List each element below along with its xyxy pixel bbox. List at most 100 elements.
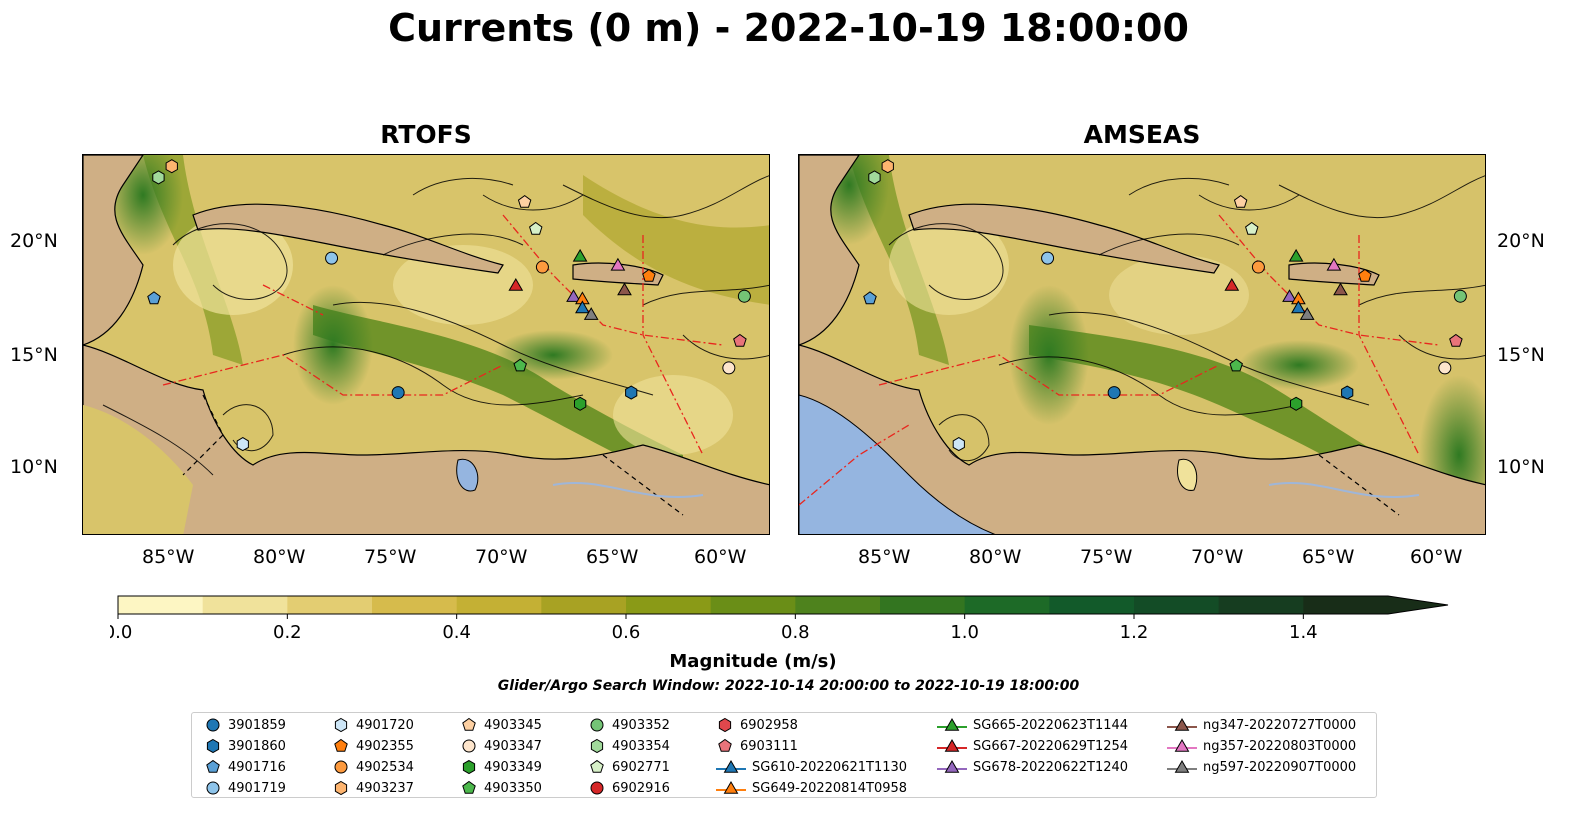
- colorbar-tick-label: 0.8: [781, 622, 810, 643]
- platform-marker-4901719: [325, 251, 339, 265]
- legend-label: 4903347: [484, 738, 542, 754]
- lat-label-20n-left: 20°N: [10, 230, 58, 252]
- colorbar-bin: [1303, 596, 1389, 614]
- legend-marker-icon: [937, 760, 967, 773]
- lon-label-85w-right: 85°W: [858, 546, 911, 568]
- colorbar-bin: [1134, 596, 1220, 614]
- platform-marker-ng597-20220907t0000: [583, 307, 599, 320]
- platform-marker-4903347: [1438, 361, 1452, 375]
- legend-item-4903354: 4903354: [588, 736, 670, 756]
- legend-item-ng347-20220727t0000: ng347-20220727T0000: [1167, 715, 1356, 735]
- legend-label: 4903352: [612, 717, 670, 733]
- colorbar-bin: [710, 596, 796, 614]
- colorbar-extend-arrow: [1388, 596, 1448, 614]
- current-field-rtofs: [83, 155, 769, 534]
- legend-marker-icon: [937, 718, 967, 731]
- lon-label-70w-right: 70°W: [1191, 546, 1244, 568]
- platform-marker-ng347-20220727t0000: [1333, 282, 1348, 296]
- legend-marker-icon: [716, 760, 746, 773]
- legend-label: 4903350: [484, 780, 542, 796]
- legend-label: 3901860: [228, 738, 286, 754]
- legend-marker-icon: [334, 760, 348, 774]
- legend-label: 6902958: [740, 717, 798, 733]
- legend-label: SG678-20220622T1240: [973, 759, 1129, 775]
- legend-marker-icon: [1167, 739, 1197, 752]
- platform-marker-4902355: [642, 268, 656, 282]
- map-panel-amseas[interactable]: [798, 154, 1486, 535]
- legend-item-4903349: 4903349: [460, 757, 542, 777]
- legend-item-ng357-20220803t0000: ng357-20220803T0000: [1167, 736, 1356, 756]
- platform-marker-6903111: [1449, 333, 1463, 347]
- legend-marker-icon: [1167, 760, 1197, 773]
- colorbar-bin: [202, 596, 288, 614]
- legend-marker-icon: [716, 781, 746, 794]
- legend-item-sg667-20220629t1254: SG667-20220629T1254: [937, 736, 1128, 756]
- platform-marker-sg667-20220629t1254: [1224, 278, 1240, 291]
- legend-marker-icon: [590, 781, 604, 795]
- platform-marker-4901716: [863, 291, 877, 305]
- legend-label: 6903111: [740, 738, 798, 754]
- lat-label-20n-right: 20°N: [1497, 230, 1545, 252]
- colorbar-bin: [456, 596, 542, 614]
- platform-markers-rtofs: [147, 159, 751, 452]
- platform-marker-4901716: [147, 291, 161, 305]
- colorbar-bin: [795, 596, 881, 614]
- platform-marker-4903352: [737, 289, 751, 303]
- legend-label: SG649-20220814T0958: [752, 780, 908, 796]
- legend-marker-icon: [590, 718, 604, 732]
- legend-marker-icon: [334, 738, 348, 752]
- platform-marker-4903347: [722, 361, 736, 375]
- lat-label-10n-left: 10°N: [10, 456, 58, 478]
- legend-item-6903111: 6903111: [716, 736, 798, 756]
- platform-marker-sg678-20220622t1240: [1282, 289, 1297, 302]
- platform-marker-sg610-20220621t1130: [575, 300, 590, 314]
- legend-item-4903237: 4903237: [332, 778, 414, 798]
- legend-label: 4901720: [356, 717, 414, 733]
- map-panel-rtofs[interactable]: [82, 154, 770, 535]
- platform-marker-ng347-20220727t0000: [617, 282, 632, 296]
- lon-label-85w-left: 85°W: [142, 546, 195, 568]
- platform-marker-4903352: [1453, 289, 1467, 303]
- lon-label-60w-right: 60°W: [1410, 546, 1463, 568]
- colorbar-bin: [541, 596, 627, 614]
- legend-label: 6902771: [612, 759, 670, 775]
- lon-label-70w-left: 70°W: [475, 546, 528, 568]
- legend-label: SG667-20220629T1254: [973, 738, 1129, 754]
- legend-marker-icon: [937, 739, 967, 752]
- legend-item-6902958: 6902958: [716, 715, 798, 735]
- lat-label-10n-right: 10°N: [1497, 456, 1545, 478]
- platform-marker-3901860: [625, 385, 638, 400]
- lon-label-80w-left: 80°W: [253, 546, 306, 568]
- platform-marker-sg610-20220621t1130: [1291, 300, 1306, 314]
- legend-item-sg678-20220622t1240: SG678-20220622T1240: [937, 757, 1128, 777]
- legend-label: ng357-20220803T0000: [1203, 738, 1357, 754]
- colorbar-label: Magnitude (m/s): [669, 651, 837, 672]
- legend-item-ng597-20220907t0000: ng597-20220907T0000: [1167, 757, 1356, 777]
- platform-marker-4902534: [1251, 260, 1265, 274]
- colorbar-tick-label: 1.4: [1289, 622, 1318, 643]
- legend-label: 4903345: [484, 717, 542, 733]
- legend-label: 4903349: [484, 759, 542, 775]
- platform-marker-4903350: [1229, 358, 1243, 372]
- legend-item-4903350: 4903350: [460, 778, 542, 798]
- colorbar-tick-label: 1.2: [1120, 622, 1149, 643]
- platform-marker-4902534: [535, 260, 549, 274]
- legend-label: 4903237: [356, 780, 414, 796]
- legend-label: 4901716: [228, 759, 286, 775]
- platform-marker-sg678-20220622t1240: [566, 289, 581, 302]
- legend-label: ng597-20220907T0000: [1203, 759, 1357, 775]
- colorbar-bin: [880, 596, 966, 614]
- platform-marker-3901859: [1107, 386, 1121, 400]
- legend-marker-icon: [206, 781, 220, 795]
- legend-marker-icon: [462, 739, 476, 753]
- legend-marker-icon: [718, 738, 732, 752]
- legend-marker-icon: [206, 718, 220, 732]
- colorbar-bin: [964, 596, 1050, 614]
- platform-marker-sg665-20220623t1144: [1288, 248, 1304, 262]
- legend-marker-icon: [206, 759, 220, 773]
- platform-marker-4901720: [236, 437, 249, 452]
- legend: 3901859 3901860 4901716 4901719 4901720 49023…: [191, 712, 1377, 798]
- legend-label: ng347-20220727T0000: [1203, 717, 1357, 733]
- legend-label: 4902355: [356, 738, 414, 754]
- platform-marker-4903349: [1290, 396, 1303, 411]
